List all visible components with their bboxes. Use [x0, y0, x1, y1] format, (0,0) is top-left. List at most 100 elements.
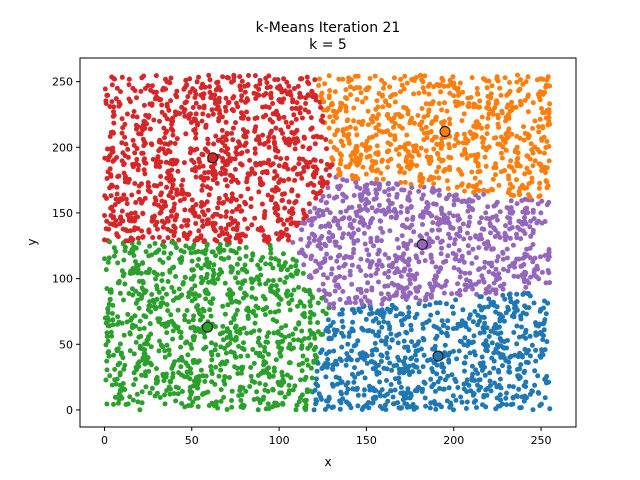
- data-point: [527, 353, 533, 359]
- data-point: [339, 101, 345, 107]
- data-point: [543, 280, 549, 286]
- data-point: [141, 167, 147, 173]
- data-point: [105, 92, 111, 98]
- data-point: [211, 141, 217, 147]
- data-point: [190, 358, 196, 364]
- data-point: [323, 167, 329, 173]
- data-point: [109, 182, 115, 188]
- data-point: [388, 388, 394, 394]
- data-point: [439, 136, 445, 142]
- data-point: [230, 226, 236, 232]
- data-point: [145, 336, 151, 342]
- data-point: [365, 280, 371, 286]
- data-point: [401, 392, 407, 398]
- data-point: [184, 191, 190, 197]
- data-point: [387, 345, 393, 351]
- data-point: [251, 277, 257, 283]
- data-point: [318, 265, 323, 270]
- data-point: [507, 263, 513, 269]
- data-point: [349, 225, 355, 231]
- data-point: [182, 113, 188, 119]
- data-point: [465, 243, 471, 249]
- centroid-markers: [201, 125, 451, 362]
- data-point: [321, 362, 327, 368]
- data-point: [257, 266, 263, 272]
- data-point: [200, 209, 206, 215]
- data-point: [224, 196, 230, 202]
- data-point: [289, 106, 295, 111]
- data-point: [285, 237, 291, 243]
- data-point: [237, 74, 243, 80]
- data-point: [378, 291, 384, 297]
- data-point: [341, 275, 347, 281]
- data-point: [369, 352, 375, 358]
- data-point: [327, 301, 333, 307]
- data-point: [519, 185, 525, 191]
- data-point: [313, 381, 319, 387]
- data-point: [477, 294, 483, 300]
- data-point: [224, 209, 229, 215]
- data-point: [153, 276, 158, 282]
- data-point: [287, 307, 293, 313]
- data-point: [119, 74, 125, 80]
- data-point: [130, 237, 136, 242]
- data-point: [517, 86, 523, 92]
- data-point: [284, 372, 290, 378]
- data-point: [256, 92, 262, 98]
- data-point: [346, 79, 352, 85]
- data-point: [506, 115, 512, 121]
- data-point: [311, 238, 317, 243]
- data-point: [437, 227, 443, 233]
- data-point: [262, 387, 268, 393]
- data-point: [351, 105, 357, 111]
- data-point: [353, 159, 359, 165]
- data-point: [239, 281, 245, 287]
- data-point: [222, 143, 228, 149]
- data-point: [492, 234, 498, 240]
- data-point: [196, 214, 202, 220]
- data-point: [315, 320, 321, 326]
- data-point: [102, 315, 108, 321]
- data-point: [252, 215, 258, 221]
- data-point: [479, 215, 484, 221]
- data-point: [373, 271, 379, 276]
- data-point: [346, 131, 352, 137]
- data-point: [166, 352, 172, 358]
- data-point: [283, 323, 289, 329]
- data-point: [396, 331, 402, 337]
- data-point: [233, 298, 239, 304]
- data-point: [344, 351, 350, 357]
- data-point: [514, 133, 520, 139]
- data-point: [515, 224, 521, 230]
- data-point: [402, 361, 407, 367]
- data-point: [395, 282, 401, 288]
- data-point: [402, 355, 408, 361]
- data-point: [454, 325, 460, 331]
- data-point: [171, 289, 177, 295]
- data-point: [464, 230, 470, 236]
- data-point: [140, 122, 146, 128]
- data-point: [331, 195, 337, 201]
- data-point: [290, 210, 296, 216]
- data-point: [238, 353, 244, 359]
- data-point: [326, 193, 332, 199]
- data-point: [500, 250, 506, 256]
- data-point: [395, 340, 401, 346]
- data-point: [467, 235, 473, 241]
- data-point: [426, 236, 432, 242]
- data-point: [313, 94, 318, 100]
- data-point: [511, 193, 517, 198]
- data-point: [539, 106, 544, 111]
- data-point: [398, 76, 404, 82]
- data-point: [517, 366, 523, 372]
- data-point: [414, 163, 420, 169]
- data-point: [428, 284, 434, 290]
- data-point: [333, 374, 339, 380]
- data-point: [494, 217, 500, 223]
- data-point: [408, 204, 414, 209]
- data-point: [338, 105, 343, 111]
- data-point: [413, 295, 419, 301]
- data-point: [229, 191, 235, 197]
- data-point: [480, 325, 486, 330]
- data-point: [483, 347, 489, 353]
